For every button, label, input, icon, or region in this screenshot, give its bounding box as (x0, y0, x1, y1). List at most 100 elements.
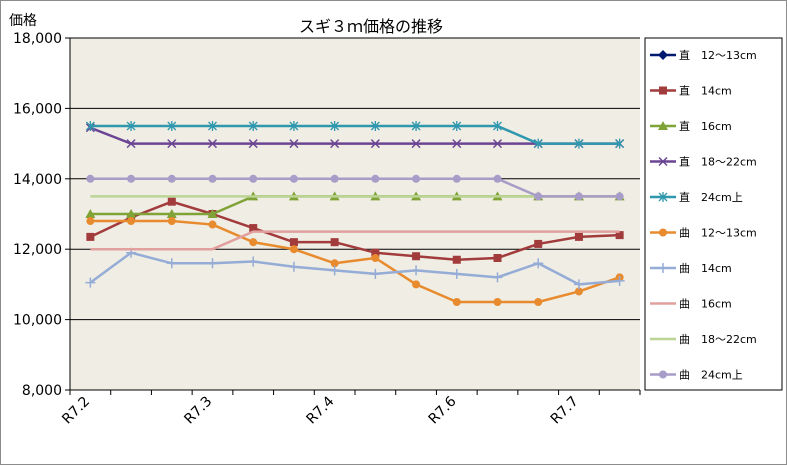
data-point (452, 255, 461, 264)
series-6 (85, 247, 625, 290)
data-point (126, 209, 137, 218)
legend-label: 直 14cm (679, 84, 732, 98)
data-point (167, 217, 176, 226)
legend-label: 曲 12～13cm (679, 227, 757, 240)
series-line (89, 251, 620, 286)
data-point (371, 174, 380, 183)
data-point (127, 174, 136, 183)
data-point (288, 261, 299, 272)
data-point (573, 279, 584, 290)
series-line (89, 200, 620, 262)
data-point (534, 192, 543, 201)
data-point (533, 138, 543, 149)
data-point (658, 192, 668, 202)
data-point (207, 139, 218, 149)
data-point (574, 287, 583, 296)
legend-entry: 直 18～22cm (650, 155, 757, 169)
series-5 (86, 217, 624, 306)
data-point (533, 258, 544, 269)
x-axis-labels: R7.2 R7.3 R7.4 R7.6 R7.7 (59, 393, 582, 427)
data-point (289, 245, 298, 254)
data-point (289, 238, 298, 247)
legend-entry: 曲 16cm (650, 298, 732, 311)
data-point (574, 232, 583, 241)
legend-entry: 曲 12～13cm (650, 227, 757, 240)
data-point (412, 280, 421, 289)
data-point (452, 139, 462, 149)
series-group (85, 121, 625, 306)
y-axis-labels: 8,000 10,000 12,000 14,000 16,000 18,000 (13, 31, 62, 399)
data-point (86, 232, 95, 241)
data-point (208, 174, 217, 183)
data-point (330, 238, 339, 247)
legend-entry: 直 24cm上 (650, 190, 743, 204)
legend-label: 曲 24cm上 (679, 369, 743, 382)
data-point (493, 298, 502, 306)
data-point (248, 121, 258, 131)
data-point (85, 209, 96, 218)
legend-label: 曲 14cm (679, 262, 732, 275)
data-point (371, 248, 380, 257)
data-point (330, 259, 339, 268)
data-point (614, 275, 625, 286)
data-point (249, 224, 258, 233)
legend-label: 曲 18～22cm (679, 333, 757, 346)
data-point (127, 217, 136, 226)
data-point (534, 239, 543, 248)
y-tick-label: 18,000 (13, 31, 62, 47)
data-point (86, 217, 95, 226)
data-point (85, 121, 95, 131)
series-4 (85, 121, 625, 149)
x-tick-label: R7.7 (548, 394, 582, 428)
data-point (615, 231, 624, 240)
series-line (90, 219, 621, 304)
series-line (90, 124, 620, 145)
data-point (574, 138, 584, 149)
data-point (492, 272, 503, 283)
data-point (248, 256, 259, 267)
data-point (411, 139, 421, 149)
data-point (330, 139, 340, 149)
data-point (207, 209, 218, 218)
x-tick-label: R7.2 (59, 394, 93, 428)
data-point (167, 174, 176, 183)
legend-entry: 直 16cm (650, 119, 732, 133)
legend-entry: 曲 18～22cm (650, 333, 757, 346)
data-point (248, 139, 258, 149)
data-point (659, 86, 667, 95)
data-point (658, 121, 668, 130)
data-point (370, 121, 380, 131)
x-tick-label: R7.6 (426, 393, 460, 427)
data-point (493, 254, 502, 262)
data-point (411, 265, 422, 276)
data-point (658, 263, 668, 273)
x-tick-label: R7.3 (181, 394, 215, 428)
data-point (658, 50, 668, 60)
data-point (659, 370, 667, 379)
legend-label: 直 18～22cm (679, 155, 757, 169)
data-point (370, 268, 381, 279)
data-point (615, 138, 625, 149)
legend-entry: 直 14cm (650, 84, 732, 98)
data-point (452, 174, 461, 183)
data-point (330, 174, 339, 183)
legend-label: 曲 16cm (679, 298, 732, 311)
series-line (90, 177, 620, 198)
data-point (249, 238, 258, 247)
data-point (86, 174, 95, 183)
data-point (411, 121, 421, 131)
data-point (534, 298, 543, 306)
data-point (330, 121, 340, 131)
y-tick-label: 10,000 (13, 313, 62, 329)
chart-title: スギ３ｍ価格の推移 (299, 17, 443, 36)
legend-box (644, 37, 783, 391)
legend-entry: 曲 14cm (650, 262, 732, 275)
y-tick-label: 8,000 (22, 383, 62, 399)
data-point (167, 139, 177, 149)
data-point (452, 298, 461, 306)
data-point (412, 252, 421, 261)
legend-label: 直 12～13cm (679, 48, 757, 62)
